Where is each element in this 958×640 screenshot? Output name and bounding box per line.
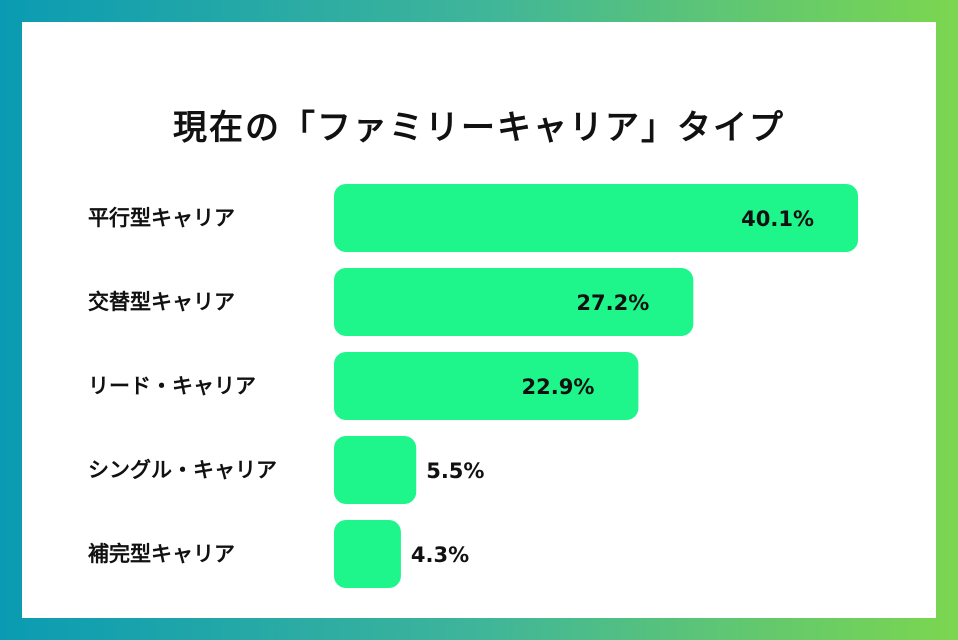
bar-3 [334,352,639,420]
bar-1-edge [346,184,358,252]
category-label-2: 交替型キャリア [88,290,235,314]
chart-card: 現在の「ファミリーキャリア」タイプ 平行型キャリア 40.1% 交替型キャリア 27.… [22,22,936,618]
value-label-3: 22.9% [522,375,595,399]
bar-4-edge [346,436,358,504]
bar-1 [334,184,858,252]
category-label-3: リード・キャリア [88,374,256,398]
bar-chart: 平行型キャリア 40.1% 交替型キャリア 27.2% リード・キャリア 22.9% シング… [87,184,858,588]
value-label-1: 40.1% [741,207,814,231]
bar-2-edge [346,268,358,336]
value-label-2: 27.2% [576,291,649,315]
value-label-5: 4.3% [411,543,469,567]
bar-5-edge [346,520,358,588]
category-label-4: シングル・キャリア [88,458,277,482]
category-label-5: 補完型キャリア [87,542,235,566]
bar-3-edge [346,352,358,420]
bar-5 [334,520,401,588]
bar-2 [334,268,694,336]
chart-title: 現在の「ファミリーキャリア」タイプ [173,108,785,148]
category-label-1: 平行型キャリア [88,206,235,230]
value-label-4: 5.5% [426,459,484,483]
